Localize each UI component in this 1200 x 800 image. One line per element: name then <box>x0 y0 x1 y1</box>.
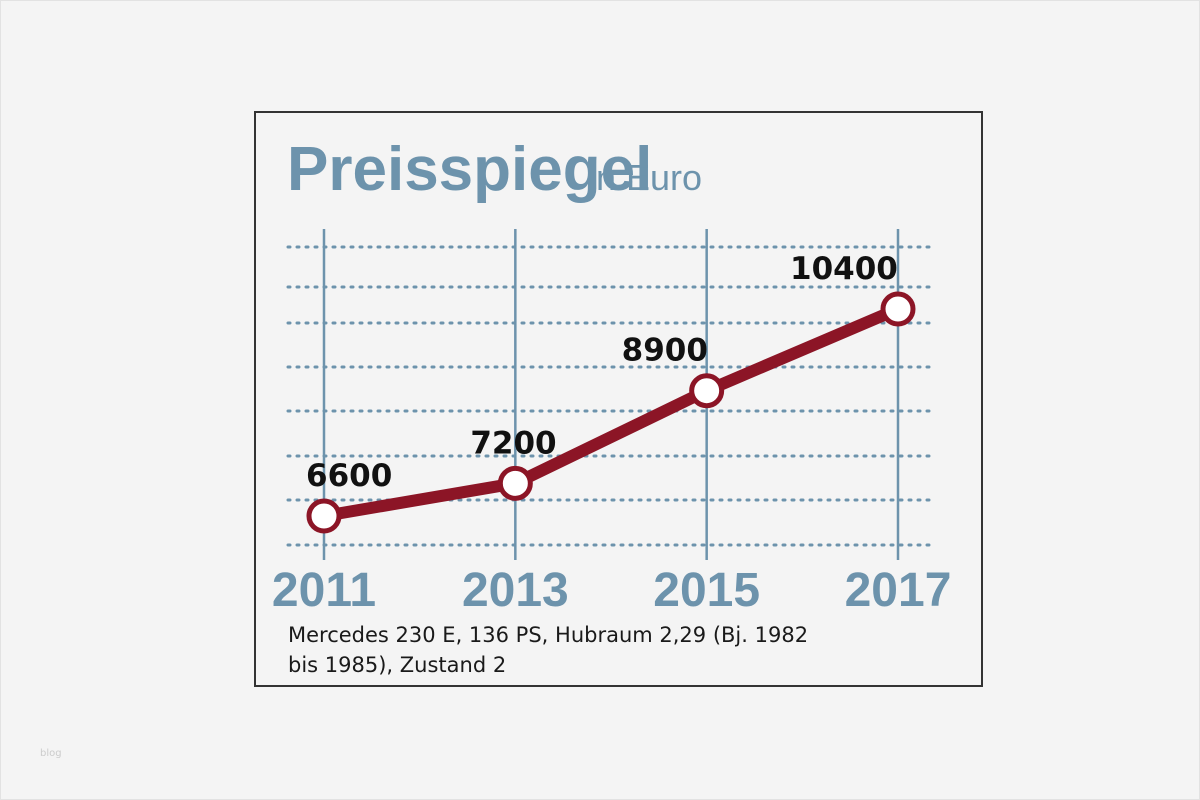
data-point-2013 <box>497 465 533 501</box>
series-polyline <box>318 303 904 522</box>
data-labels: 6600 7200 8900 10400 <box>306 251 898 494</box>
data-point-2011 <box>306 498 342 534</box>
caption-line-2: bis 1985), Zustand 2 <box>288 653 507 677</box>
data-point-2015 <box>689 373 725 409</box>
series-line <box>318 303 904 522</box>
x-tick-2015: 2015 <box>653 564 760 617</box>
chart-subtitle: in Euro <box>588 157 702 198</box>
chart-title: Preisspiegel <box>287 135 652 204</box>
data-point-2017 <box>880 291 916 327</box>
x-axis-ticks: 2011 2013 2015 2017 <box>272 564 951 617</box>
data-markers <box>306 291 916 534</box>
data-label-2013: 7200 <box>470 425 556 461</box>
x-tick-2017: 2017 <box>845 564 952 617</box>
caption-line-1: Mercedes 230 E, 136 PS, Hubraum 2,29 (Bj… <box>288 623 809 647</box>
data-label-2015: 8900 <box>622 333 708 369</box>
x-tick-2013: 2013 <box>462 564 569 617</box>
watermark: blog <box>40 748 62 759</box>
data-label-2011: 6600 <box>306 458 392 494</box>
x-tick-2011: 2011 <box>272 564 376 617</box>
chart-caption: Mercedes 230 E, 136 PS, Hubraum 2,29 (Bj… <box>288 620 888 680</box>
chart-box <box>254 111 983 687</box>
data-label-2017: 10400 <box>790 251 898 287</box>
